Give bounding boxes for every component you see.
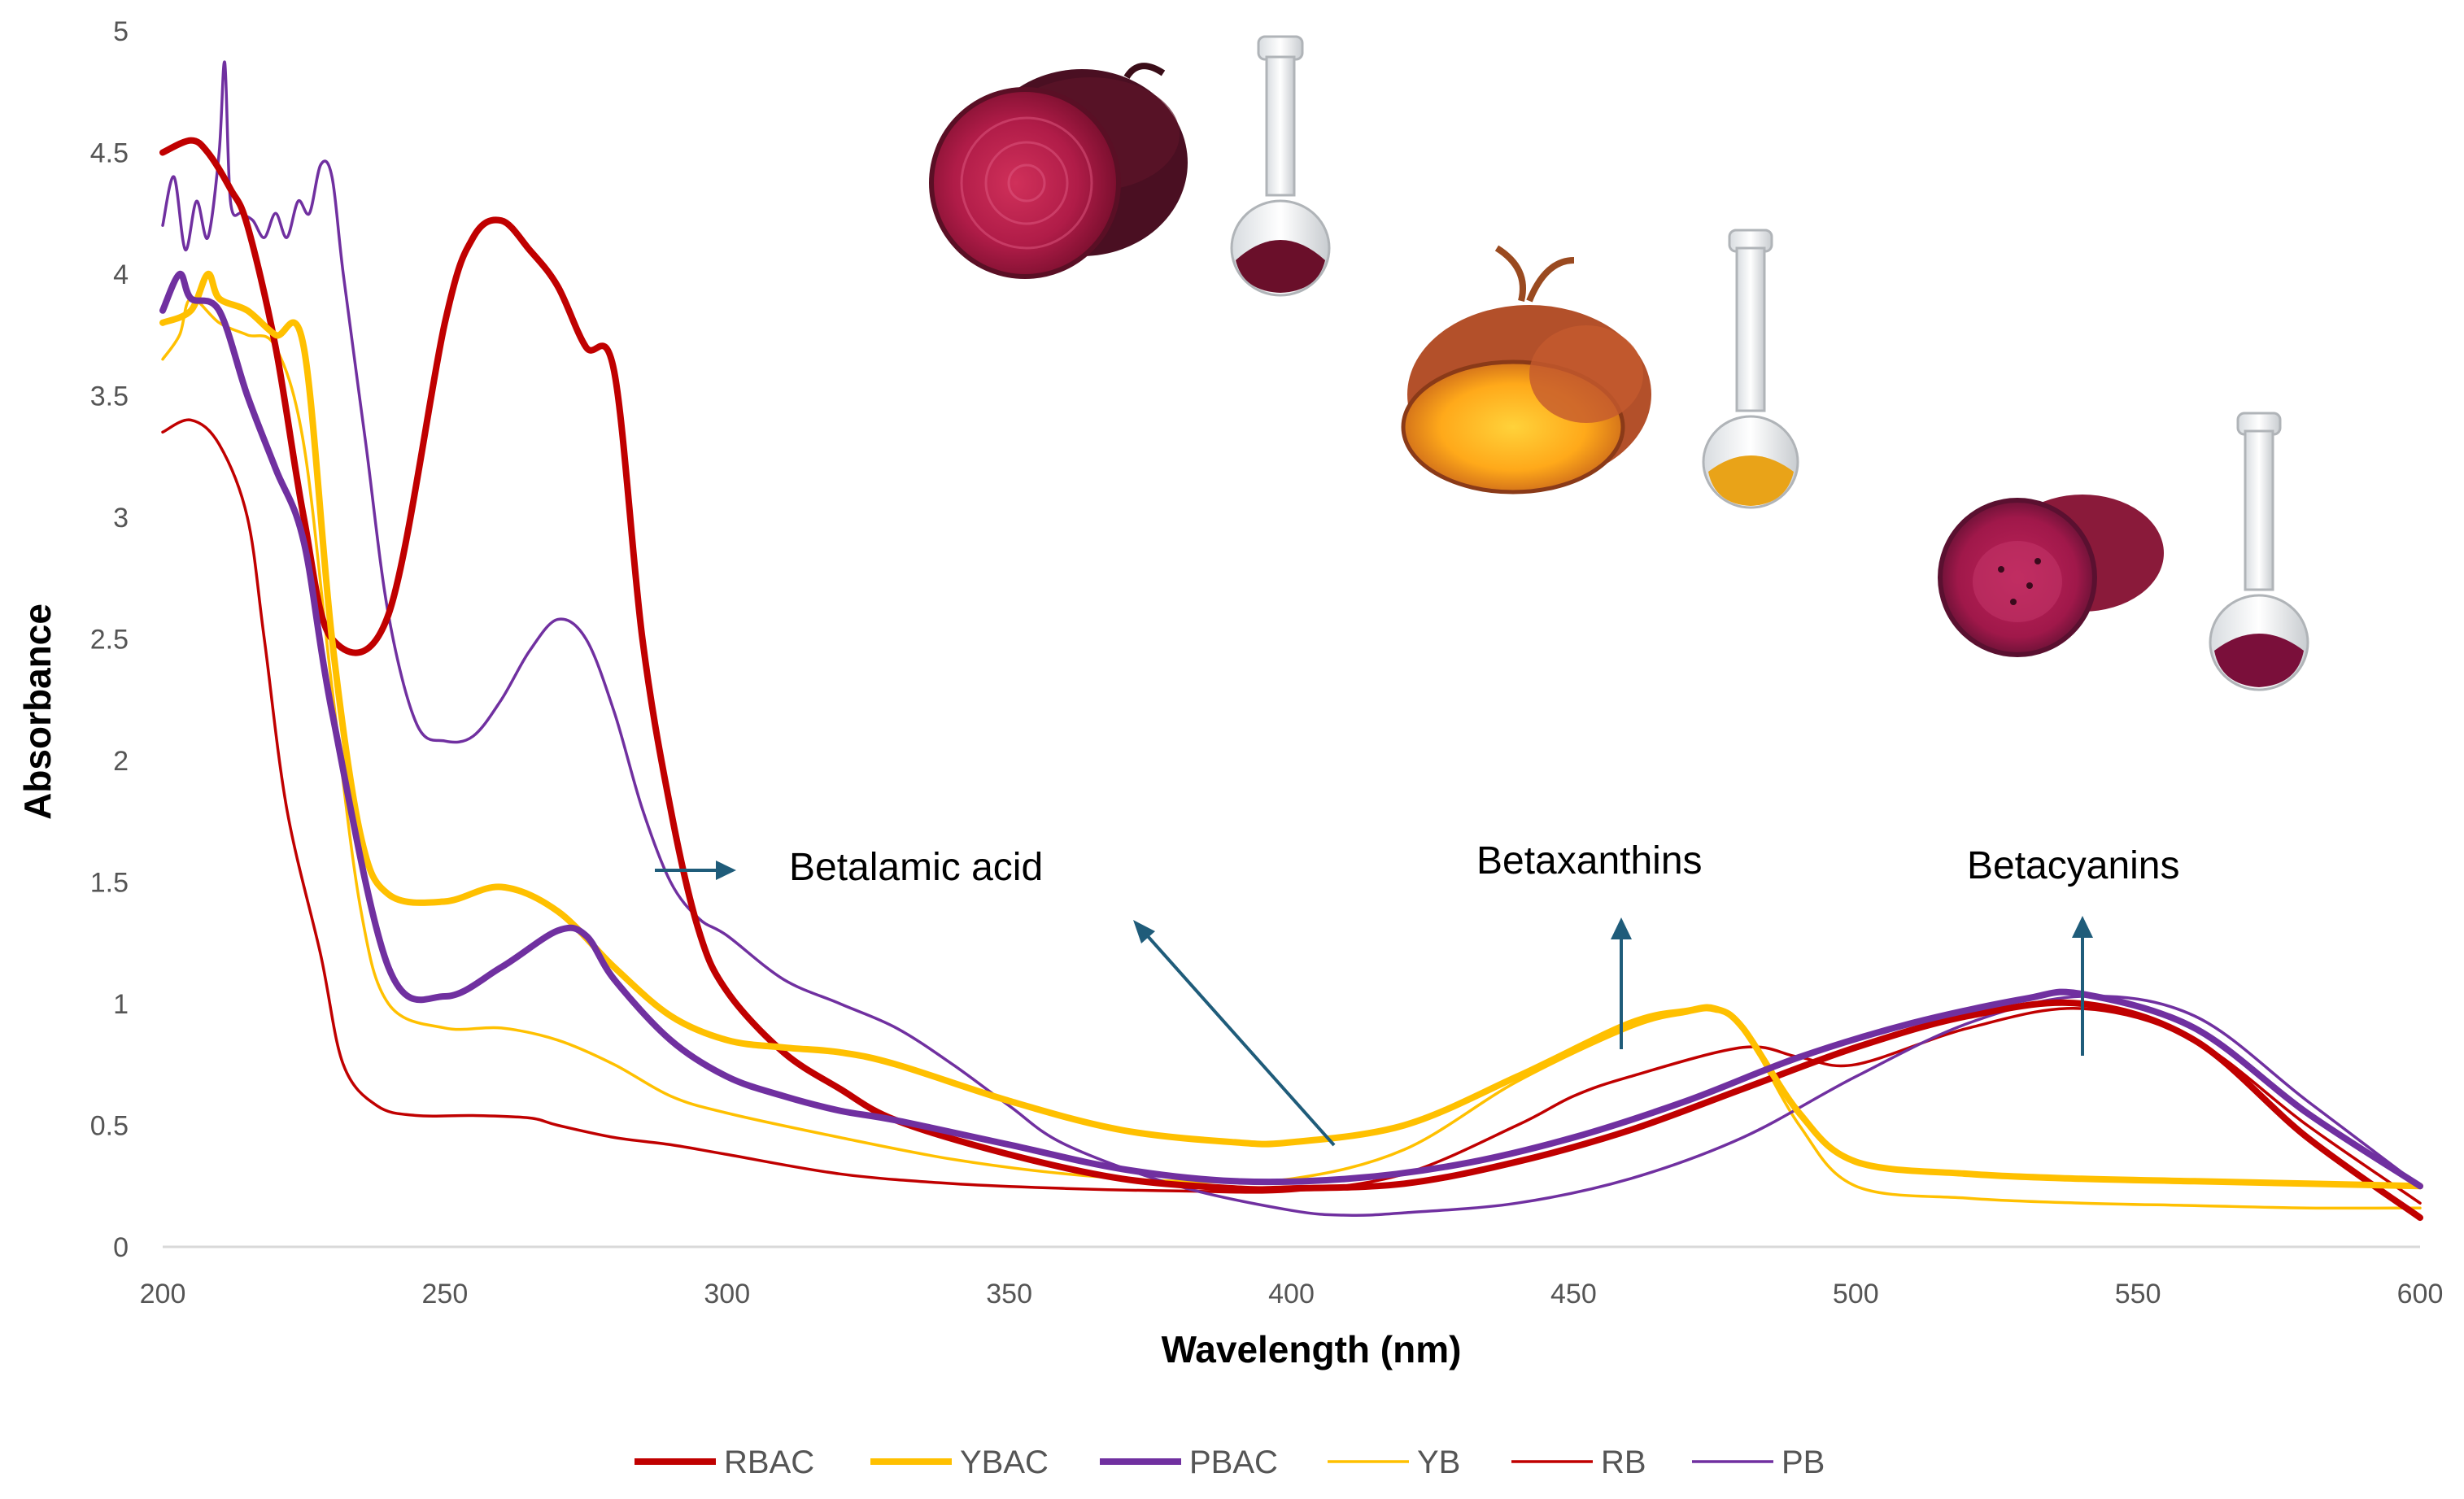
red-beetroot-image: [929, 63, 1188, 279]
series-line-yb: [161, 297, 2422, 1210]
series-layer: [159, 60, 2423, 1222]
x-tick-label: 250: [422, 1279, 469, 1309]
legend-label-yb: YB: [1417, 1445, 1460, 1480]
x-tick-label: 350: [986, 1279, 1032, 1309]
legend-label-pb: PB: [1781, 1445, 1825, 1480]
y-axis-title: Absorbance: [16, 604, 59, 820]
y-tick-label: 4.5: [90, 138, 129, 169]
legend-label-pbac: PBAC: [1189, 1445, 1278, 1480]
series-line-ybac: [159, 271, 2423, 1190]
x-tick-label: 200: [140, 1279, 186, 1309]
x-tick-label: 450: [1550, 1279, 1597, 1309]
series-line-rbac: [159, 137, 2423, 1222]
betaxanthins-arrow: [1611, 917, 1632, 1049]
x-axis-title: Wavelength (nm): [1162, 1328, 1462, 1370]
y-tick-label: 3: [113, 503, 129, 534]
y-tick-label: 2.5: [90, 625, 129, 656]
annotation-betacyanins: Betacyanins: [1967, 844, 2180, 887]
purple-flask-image: [2209, 412, 2309, 691]
prickly-pear-image: [1938, 495, 2164, 657]
x-tick-label: 600: [2397, 1279, 2444, 1309]
y-tick-label: 0.5: [90, 1111, 129, 1142]
y-tick-label: 1.5: [90, 868, 129, 899]
x-tick-label: 400: [1268, 1279, 1315, 1309]
y-tick-labels: 0 0.5 1 1.5 2 2.5 3 3.5 4 4.5 5: [90, 16, 129, 1263]
annotation-betalamic-acid: Betalamic acid: [789, 846, 1043, 889]
legend-label-rbac: RBAC: [724, 1445, 814, 1480]
y-tick-label: 0: [113, 1232, 129, 1263]
y-tick-label: 3.5: [90, 381, 129, 412]
x-tick-label: 550: [2115, 1279, 2161, 1309]
x-tick-label: 500: [1833, 1279, 1879, 1309]
betalamic-acid-arrow-right: [655, 861, 736, 880]
legend-label-rb: RB: [1601, 1445, 1646, 1480]
y-tick-label: 5: [113, 16, 129, 47]
x-tick-label: 300: [704, 1279, 750, 1309]
legend-label-ybac: YBAC: [960, 1445, 1049, 1480]
yellow-flask-image: [1702, 229, 1799, 509]
x-tick-labels: 200 250 300 350 400 450 500 550 600: [140, 1279, 2444, 1309]
legend: RBAC YBAC PBAC YB RB PB: [635, 1445, 1825, 1480]
red-flask-image: [1230, 35, 1331, 297]
yellow-beetroot-image: [1401, 245, 1651, 495]
y-tick-label: 4: [113, 259, 129, 290]
y-tick-label: 1: [113, 989, 129, 1020]
series-line-rb: [161, 418, 2422, 1205]
betalamic-acid-arrow-diagonal: [1133, 920, 1336, 1147]
betacyanins-arrow: [2072, 916, 2093, 1056]
series-line-pbac: [159, 271, 2423, 1190]
y-tick-label: 2: [113, 746, 129, 777]
annotation-betaxanthins: Betaxanthins: [1476, 839, 1703, 882]
